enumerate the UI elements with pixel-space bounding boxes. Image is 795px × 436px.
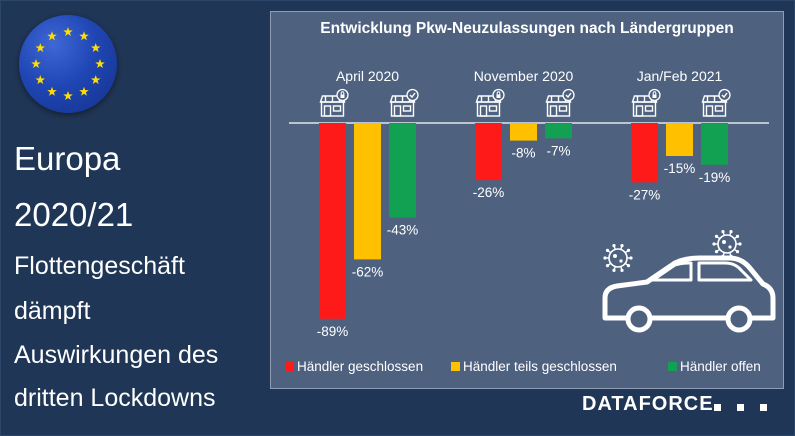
subheadline-line-3: Auswirkungen des <box>14 341 219 369</box>
category-label: Jan/Feb 2021 <box>637 68 723 84</box>
open-shop-icon <box>701 88 731 117</box>
subheadline-line-2: dämpft <box>14 297 91 325</box>
chart-panel: Entwicklung Pkw-Neuzulassungen nach Länd… <box>270 11 784 389</box>
data-label: -62% <box>352 264 384 279</box>
virus-icon <box>603 244 633 272</box>
closed-shop-icon <box>475 88 505 117</box>
data-label: -7% <box>546 143 570 158</box>
eu-star-icon <box>47 86 57 96</box>
bar <box>354 123 381 260</box>
open-shop-icon <box>389 88 419 117</box>
eu-star-icon <box>95 59 105 69</box>
open-shop-icon <box>545 88 575 117</box>
legend-label: Händler geschlossen <box>297 359 423 374</box>
eu-star-icon <box>63 91 73 101</box>
category-label: April 2020 <box>336 68 399 84</box>
closed-shop-icon <box>319 88 349 117</box>
eu-star-icon <box>35 43 46 53</box>
eu-star-icon <box>90 75 101 85</box>
subheadline-line-1: Flottengeschäft <box>14 252 185 280</box>
data-label: -26% <box>473 185 505 200</box>
data-label: -43% <box>387 223 419 238</box>
eu-star-icon <box>63 27 73 37</box>
headline-region: Europa <box>14 140 121 177</box>
chart-title: Entwicklung Pkw-Neuzulassungen nach Länd… <box>320 20 734 37</box>
bar <box>631 123 658 183</box>
bar-chart: April 2020 November 2020 Jan/Feb 2021 -89% -… <box>285 68 776 374</box>
bar <box>701 123 728 165</box>
subheadline-line-4: dritten Lockdowns <box>14 384 216 412</box>
data-label: -15% <box>664 161 696 176</box>
eu-star-icon <box>79 86 89 96</box>
legend-swatch <box>285 362 294 371</box>
eu-star-icon <box>35 75 46 85</box>
category-label: November 2020 <box>474 68 574 84</box>
data-label: -19% <box>699 170 731 185</box>
eu-star-icon <box>47 31 57 41</box>
data-label: -27% <box>629 187 661 202</box>
bar <box>545 123 572 139</box>
bar <box>510 123 537 141</box>
legend-swatch <box>451 362 460 371</box>
eu-star-icon <box>79 31 89 41</box>
eu-star-icon <box>31 59 41 69</box>
eu-star-icon <box>90 43 101 53</box>
eu-flag-icon <box>19 15 117 113</box>
data-label: -89% <box>317 324 349 339</box>
closed-shop-icon <box>631 88 661 117</box>
car-icon <box>602 255 776 333</box>
bar <box>319 123 346 319</box>
legend-swatch <box>668 362 677 371</box>
bar <box>389 123 416 218</box>
legend-label: Händler teils geschlossen <box>463 359 617 374</box>
virus-icon <box>712 230 742 258</box>
bar <box>475 123 502 181</box>
headline-period: 2020/21 <box>14 196 134 233</box>
data-label: -8% <box>511 146 535 161</box>
bar <box>666 123 693 156</box>
legend-label: Händler offen <box>680 359 761 374</box>
brand-logo: DATAFORCE <box>582 393 714 415</box>
